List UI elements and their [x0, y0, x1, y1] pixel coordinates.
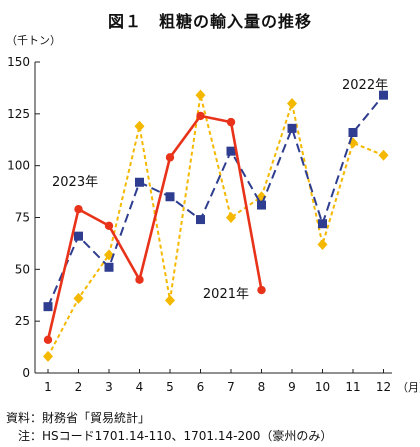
data-point-2021年 [317, 238, 328, 250]
x-tick-label: 9 [288, 380, 296, 394]
series-label-2021年: 2021年 [203, 287, 249, 302]
x-tick-label: 4 [136, 380, 144, 394]
data-point-2021年 [43, 350, 53, 362]
data-point-2022年 [318, 219, 327, 229]
data-point-2021年 [287, 97, 297, 109]
x-tick-label: 7 [227, 380, 235, 394]
x-tick-label: 12 [376, 380, 391, 394]
data-point-2021年 [134, 120, 145, 132]
y-tick-label: 100 [7, 159, 30, 173]
data-point-2022年 [74, 231, 83, 241]
x-tick-label: 2 [75, 380, 83, 394]
data-point-2021年 [195, 89, 206, 101]
source-note: 資料：財務省「貿易統計」 [6, 411, 151, 425]
y-tick-label: 75 [15, 211, 30, 225]
data-point-2023年 [104, 221, 114, 230]
data-point-2021年 [165, 294, 175, 306]
series-line-2021年 [47, 94, 384, 357]
line-chart: 0255075100125150123456789101112（千トン）（月）2… [6, 34, 420, 394]
x-tick-label: 10 [315, 380, 330, 394]
series-label-2023年: 2023年 [52, 175, 98, 190]
y-tick-label: 50 [15, 262, 30, 276]
data-point-2022年 [104, 262, 114, 272]
data-point-2022年 [196, 215, 205, 225]
chart-title: 図１ 粗糖の輸入量の推移 [107, 12, 312, 31]
x-tick-label: 8 [258, 380, 266, 394]
data-point-2022年 [226, 146, 236, 156]
data-point-2023年 [196, 111, 205, 121]
data-point-2022年 [165, 192, 175, 202]
x-tick-label: 3 [105, 380, 113, 394]
y-tick-label: 25 [15, 314, 30, 328]
y-tick-label: 125 [7, 107, 30, 121]
hs-code-note: 注：HSコード1701.14-110、1701.14-200（豪州のみ） [6, 429, 333, 443]
data-point-2022年 [135, 177, 144, 187]
y-tick-label: 150 [7, 55, 30, 69]
x-axis-unit-label: （月） [397, 381, 420, 394]
data-point-2021年 [226, 212, 236, 223]
data-point-2023年 [165, 153, 175, 162]
series-line-2022年 [47, 94, 385, 308]
series-label-2022年: 2022年 [342, 78, 388, 93]
y-tick-label: 0 [22, 366, 30, 380]
x-tick-label: 5 [166, 380, 174, 394]
data-point-2023年 [43, 335, 53, 345]
data-point-2022年 [287, 123, 297, 133]
y-axis-unit-label: （千トン） [6, 34, 61, 47]
data-point-2021年 [378, 149, 389, 161]
data-point-2023年 [74, 205, 83, 214]
series-line-2023年 [46, 114, 263, 341]
data-point-2022年 [43, 302, 53, 312]
data-point-2023年 [135, 275, 144, 284]
x-tick-label: 1 [44, 380, 52, 394]
data-point-2022年 [348, 127, 358, 137]
data-point-2023年 [257, 285, 266, 295]
data-point-2021年 [73, 292, 84, 304]
data-point-2022年 [257, 200, 266, 210]
data-point-2023年 [226, 117, 236, 127]
x-tick-label: 11 [345, 380, 360, 394]
data-point-2022年 [379, 90, 388, 100]
x-tick-label: 6 [197, 380, 205, 394]
